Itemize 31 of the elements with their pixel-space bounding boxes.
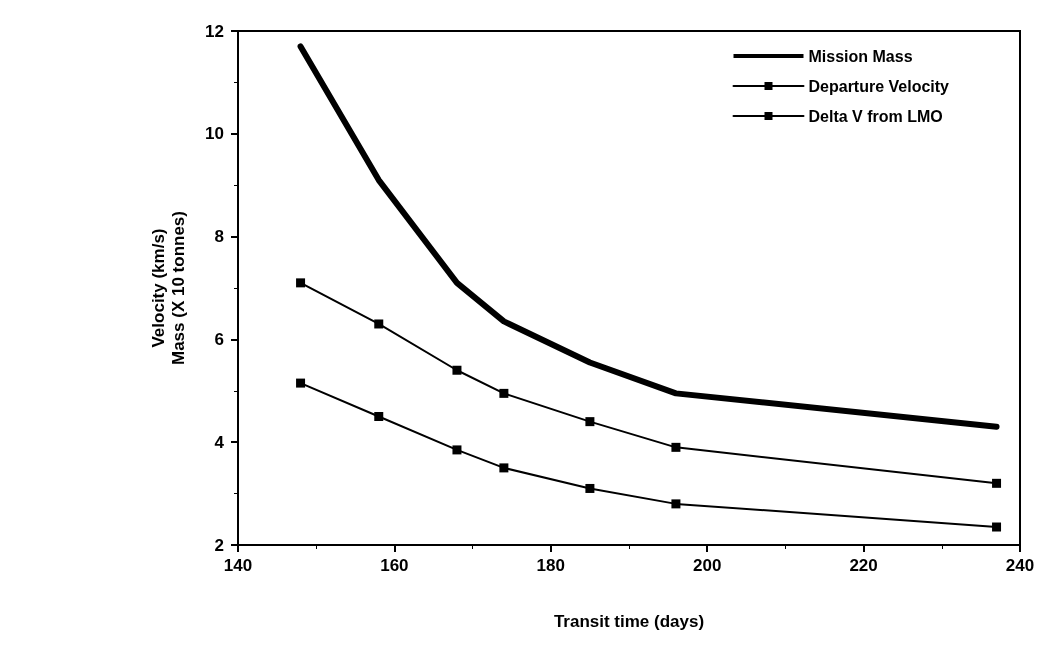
point <box>296 378 306 388</box>
x-axis-title: Transit time (days) <box>553 612 705 631</box>
point <box>671 442 681 452</box>
x-tick-label: 200 <box>693 556 722 575</box>
y-tick-label: 4 <box>214 432 225 452</box>
point <box>992 478 1002 488</box>
point <box>671 499 681 509</box>
point <box>992 522 1002 532</box>
point <box>452 365 462 375</box>
x-tick-label: 220 <box>849 556 878 575</box>
point <box>374 319 384 329</box>
x-tick-label: 160 <box>380 556 409 575</box>
y-tick-label: 2 <box>214 535 224 555</box>
y-tick-label: 6 <box>214 329 224 349</box>
point <box>374 412 384 421</box>
point <box>452 445 462 455</box>
point <box>296 278 306 288</box>
y-tick-label: 8 <box>214 227 224 247</box>
y-tick-label: 12 <box>205 21 224 41</box>
point <box>585 483 595 493</box>
legend-label: Departure Velocity <box>808 77 950 95</box>
point <box>585 417 595 427</box>
x-tick-label: 140 <box>223 556 253 575</box>
y-tick-label: 10 <box>205 124 224 144</box>
y-axis-title: Velocity (km/s) Mass (X 10 tonnes) <box>148 211 188 365</box>
point <box>499 388 509 398</box>
legend-label: Delta V from LMO <box>808 107 943 125</box>
x-tick-label: 180 <box>536 556 565 575</box>
point <box>499 463 509 473</box>
legend-label: Mission Mass <box>808 47 913 65</box>
x-tick-label: 240 <box>1005 556 1035 575</box>
